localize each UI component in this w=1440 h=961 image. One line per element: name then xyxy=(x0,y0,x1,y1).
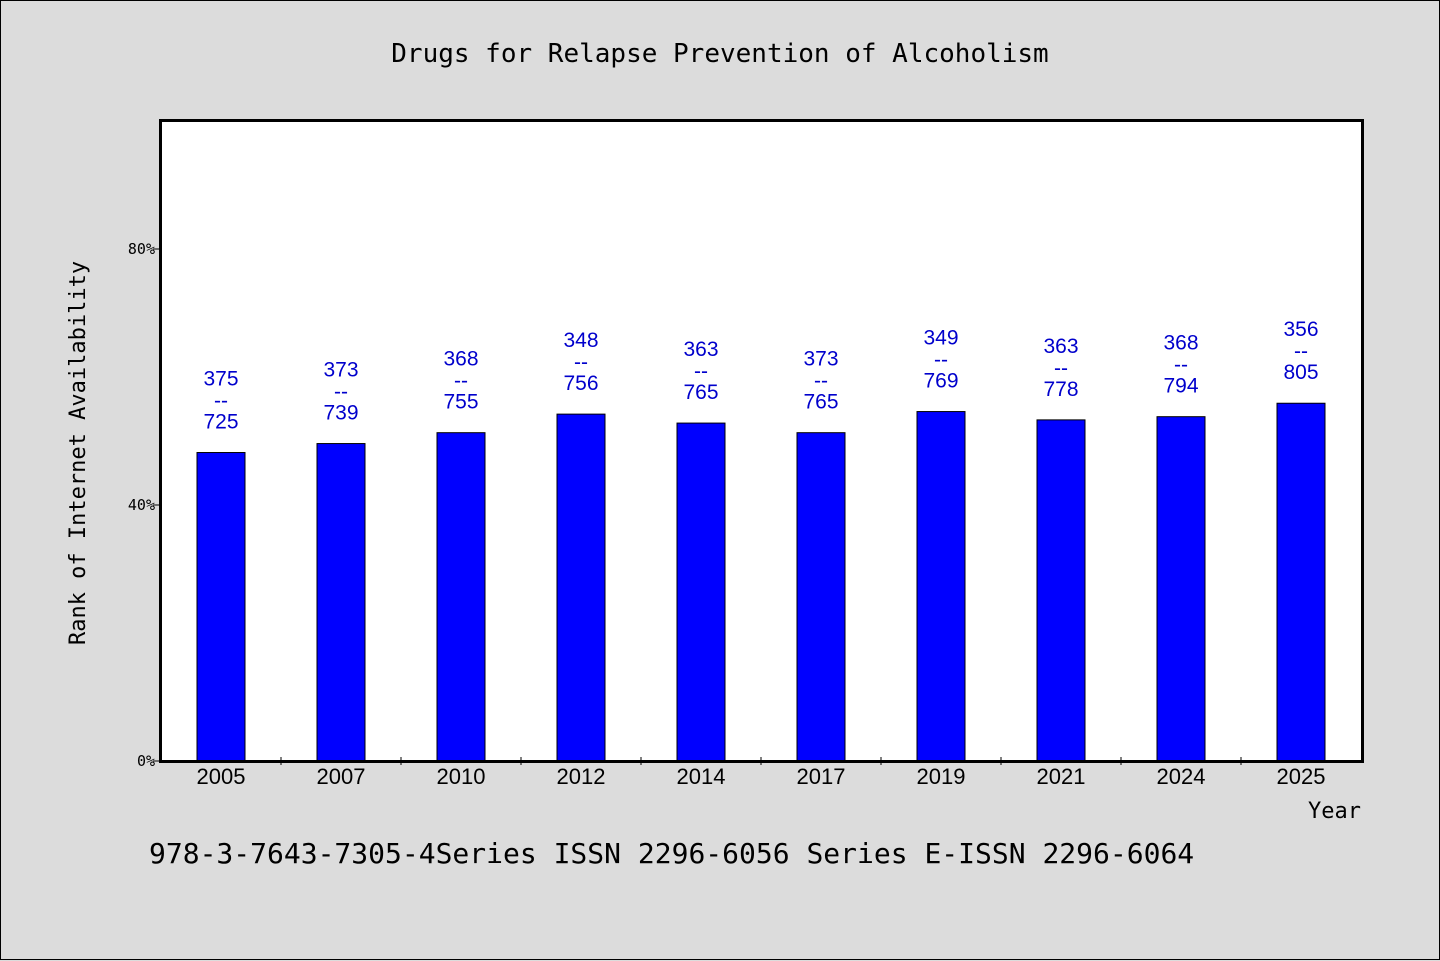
y-tick-label: 0% xyxy=(137,752,155,770)
data-labels-group: 375--725373--739368--755348--756363--765… xyxy=(203,318,1318,433)
bar-2005 xyxy=(196,452,246,762)
bar-2021 xyxy=(1036,419,1086,762)
bar-data-label: -- xyxy=(334,381,348,404)
bar-2014 xyxy=(676,422,726,762)
bar-2025 xyxy=(1276,402,1326,762)
bar-data-label: -- xyxy=(814,370,828,393)
bar-data-label: 765 xyxy=(803,391,838,414)
bar-data-label: 368 xyxy=(1163,332,1198,355)
bar-2010 xyxy=(436,432,486,762)
bar-data-label: -- xyxy=(694,360,708,383)
bar-2019 xyxy=(916,411,966,762)
y-tick-label: 40% xyxy=(128,496,155,514)
y-tick-label: 80% xyxy=(128,240,155,258)
x-tick-label: 2021 xyxy=(1037,764,1086,789)
bar-data-label: -- xyxy=(1174,354,1188,377)
x-tick-label: 2017 xyxy=(797,764,846,789)
bar-data-label: -- xyxy=(1294,340,1308,363)
bar-2024 xyxy=(1156,416,1206,762)
bar-data-label: 349 xyxy=(923,327,958,350)
bar-data-label: 778 xyxy=(1043,378,1078,401)
bar-data-label: -- xyxy=(574,351,588,374)
bar-data-label: -- xyxy=(934,349,948,372)
x-tick-label: 2025 xyxy=(1277,764,1326,789)
x-tick-label: 2010 xyxy=(437,764,486,789)
bar-data-label: -- xyxy=(1054,357,1068,380)
x-tick-label: 2007 xyxy=(317,764,366,789)
x-tick-label: 2024 xyxy=(1157,764,1206,789)
bar-data-label: 765 xyxy=(683,381,718,404)
bar-data-label: 348 xyxy=(563,329,598,352)
bar-data-label: 769 xyxy=(923,370,958,393)
bar-data-label: 375 xyxy=(203,368,238,391)
bar-data-label: -- xyxy=(454,370,468,393)
bar-2012 xyxy=(556,413,606,762)
bar-data-label: 725 xyxy=(203,411,238,434)
bar-data-label: 794 xyxy=(1163,375,1198,398)
bar-data-label: -- xyxy=(214,390,228,413)
chart-title: Drugs for Relapse Prevention of Alcoholi… xyxy=(391,39,1048,69)
bars-group xyxy=(196,402,1326,762)
x-tick-label: 2005 xyxy=(197,764,246,789)
x-axis: 2005 2007 2010 2012 2014 2017 2019 2021 2024 2025 xyxy=(197,757,1326,789)
x-tick-label: 2014 xyxy=(677,764,726,789)
bar-data-label: 356 xyxy=(1283,318,1318,341)
bar-data-label: 755 xyxy=(443,391,478,414)
footer-isbn-text: 978-3-7643-7305-4Series ISSN 2296-6056 S… xyxy=(149,837,1194,870)
bar-data-label: 739 xyxy=(323,402,358,425)
bar-data-label: 756 xyxy=(563,372,598,395)
bar-data-label: 805 xyxy=(1283,361,1318,384)
bar-2007 xyxy=(316,443,366,762)
bar-data-label: 363 xyxy=(683,338,718,361)
plot-frame xyxy=(159,119,1364,763)
bar-2017 xyxy=(796,432,846,762)
bar-data-label: 373 xyxy=(803,348,838,371)
bar-data-label: 373 xyxy=(323,359,358,382)
y-axis-label: Rank of Internet Availability xyxy=(66,261,91,645)
x-tick-label: 2012 xyxy=(557,764,606,789)
x-tick-label: 2019 xyxy=(917,764,966,789)
y-axis: 0% 40% 80% xyxy=(128,240,161,770)
x-axis-label: Year xyxy=(1308,799,1361,824)
bar-data-label: 363 xyxy=(1043,335,1078,358)
bar-data-label: 368 xyxy=(443,348,478,371)
